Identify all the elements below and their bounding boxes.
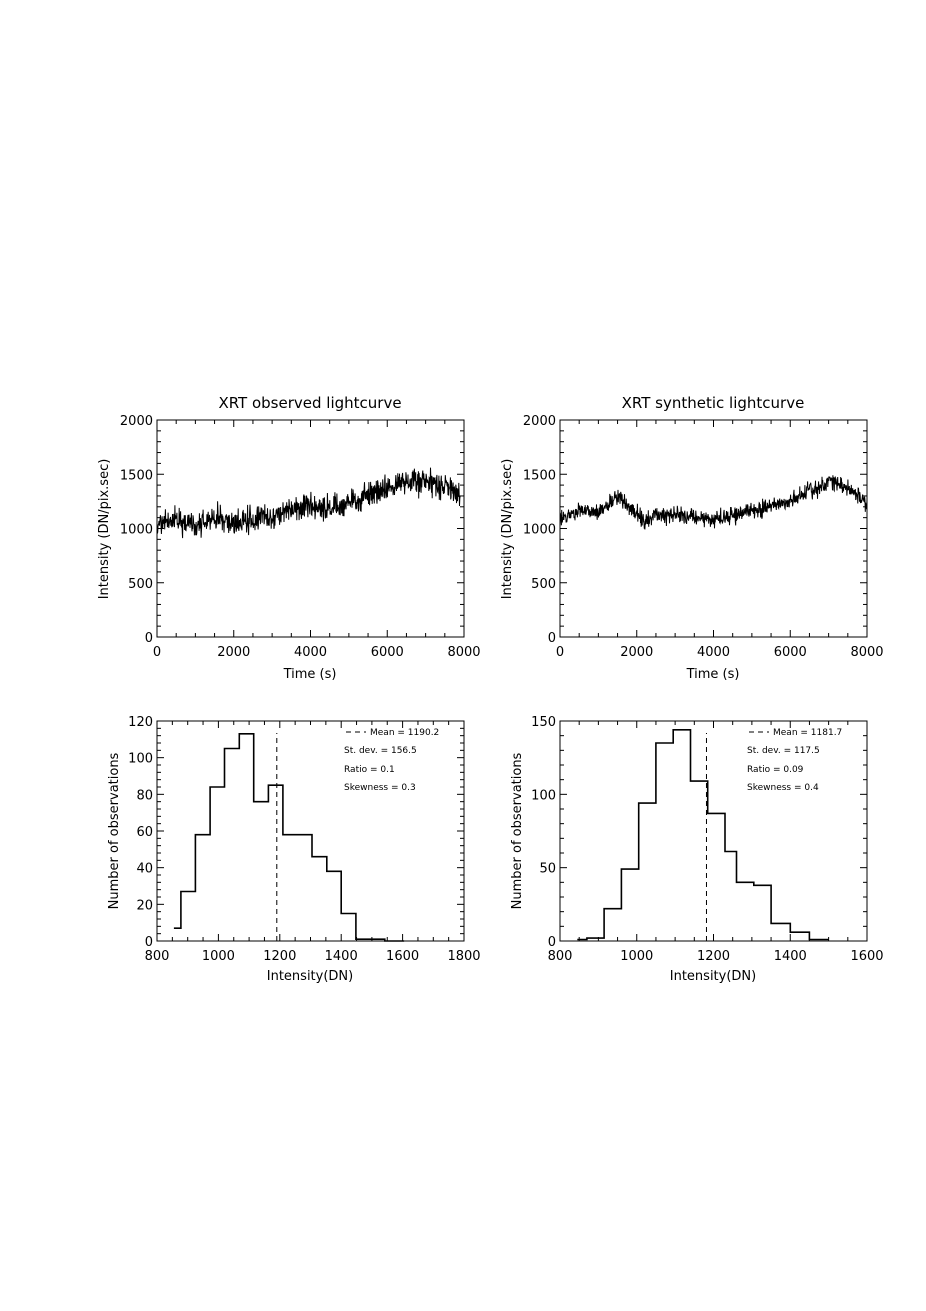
x-tick-label: 4000 xyxy=(697,645,730,660)
x-tick-label: 1400 xyxy=(774,949,807,964)
legend-skewness: Skewness = 0.3 xyxy=(344,783,416,793)
legend-ratio: Ratio = 0.1 xyxy=(344,765,395,775)
x-tick-label: 8000 xyxy=(447,645,480,660)
y-axis-label: Number of observations xyxy=(107,752,122,909)
x-tick-label: 1200 xyxy=(697,949,730,964)
x-tick-label: 6000 xyxy=(371,645,404,660)
x-tick-label: 1400 xyxy=(325,949,358,964)
y-tick-label: 100 xyxy=(531,788,556,803)
plot-frame xyxy=(559,419,868,638)
y-tick-label: 120 xyxy=(128,715,153,730)
histogram-series xyxy=(173,733,405,942)
x-tick-label: 1200 xyxy=(263,949,296,964)
legend-stdev: St. dev. = 156.5 xyxy=(344,746,417,756)
x-tick-label: 4000 xyxy=(294,645,327,660)
y-tick-label: 40 xyxy=(136,862,153,877)
y-tick-label: 1500 xyxy=(120,468,153,483)
legend-skewness: Skewness = 0.4 xyxy=(747,783,819,793)
x-tick-label: 0 xyxy=(153,645,161,660)
observed-histogram-panel: Intensity(DN) Number of observations Mea… xyxy=(107,715,481,984)
x-tick-label: 6000 xyxy=(774,645,807,660)
y-tick-label: 2000 xyxy=(523,414,556,429)
x-tick-label: 1000 xyxy=(202,949,235,964)
y-axis-label: Number of observations xyxy=(510,752,525,909)
y-tick-label: 0 xyxy=(548,631,556,646)
y-tick-label: 0 xyxy=(145,631,153,646)
legend-mean: Mean = 1190.2 xyxy=(370,728,439,738)
y-tick-label: 1000 xyxy=(120,523,153,538)
y-tick-label: 20 xyxy=(136,898,153,913)
y-tick-label: 0 xyxy=(145,935,153,950)
lightcurve-series xyxy=(559,475,868,530)
legend-stdev: St. dev. = 117.5 xyxy=(747,746,820,756)
chart-title: XRT observed lightcurve xyxy=(218,394,401,412)
y-tick-label: 100 xyxy=(128,752,153,767)
x-axis-label: Time (s) xyxy=(686,667,740,682)
x-tick-label: 8000 xyxy=(850,645,883,660)
chart-title: XRT synthetic lightcurve xyxy=(622,394,805,412)
x-tick-label: 1600 xyxy=(850,949,883,964)
x-axis-label: Intensity(DN) xyxy=(267,969,353,984)
y-tick-label: 500 xyxy=(128,577,153,592)
observed-lightcurve-panel: XRT observed lightcurve Time (s) Intensi… xyxy=(97,394,481,682)
x-tick-label: 1800 xyxy=(447,949,480,964)
legend-ratio: Ratio = 0.09 xyxy=(747,765,804,775)
y-tick-label: 1500 xyxy=(523,468,556,483)
y-tick-label: 2000 xyxy=(120,414,153,429)
x-tick-label: 2000 xyxy=(217,645,250,660)
x-tick-label: 800 xyxy=(548,949,573,964)
plot-frame xyxy=(156,720,465,942)
x-tick-label: 800 xyxy=(145,949,170,964)
y-tick-label: 500 xyxy=(531,577,556,592)
y-tick-label: 0 xyxy=(548,935,556,950)
y-tick-label: 150 xyxy=(531,715,556,730)
x-tick-label: 1000 xyxy=(620,949,653,964)
plot-frame xyxy=(156,419,465,638)
y-tick-label: 60 xyxy=(136,825,153,840)
histogram-series xyxy=(577,729,829,941)
x-axis-label: Intensity(DN) xyxy=(670,969,756,984)
y-axis-label: Intensity (DN/pix.sec) xyxy=(97,459,112,600)
y-tick-label: 50 xyxy=(539,862,556,877)
x-axis-label: Time (s) xyxy=(283,667,337,682)
x-tick-label: 0 xyxy=(556,645,564,660)
x-tick-label: 1600 xyxy=(386,949,419,964)
x-tick-label: 2000 xyxy=(620,645,653,660)
lightcurve-series xyxy=(156,467,461,539)
y-tick-label: 80 xyxy=(136,788,153,803)
synthetic-histogram-panel: Intensity(DN) Number of observations Mea… xyxy=(510,715,884,984)
y-axis-label: Intensity (DN/pix.sec) xyxy=(500,459,515,600)
synthetic-lightcurve-panel: XRT synthetic lightcurve Time (s) Intens… xyxy=(500,394,884,682)
y-tick-label: 1000 xyxy=(523,523,556,538)
legend-mean: Mean = 1181.7 xyxy=(773,728,842,738)
